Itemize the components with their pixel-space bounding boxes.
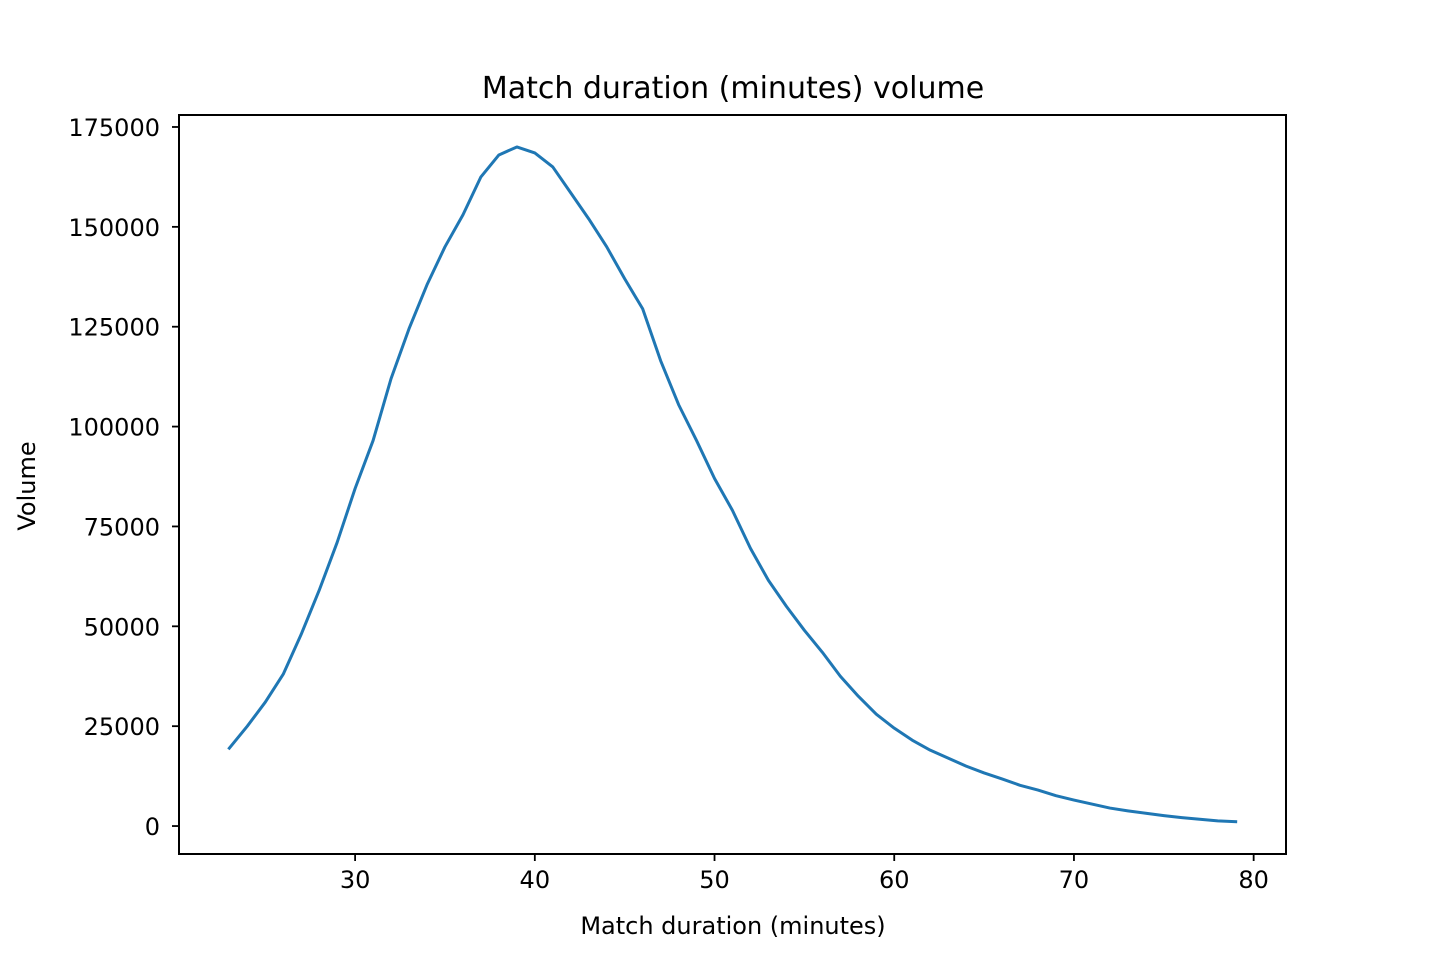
x-axis: 30 40 50 60 70 80 xyxy=(340,854,1269,894)
x-axis-label: Match duration (minutes) xyxy=(580,912,885,940)
series-line xyxy=(227,145,1238,824)
x-tick-label: 30 xyxy=(340,866,371,894)
y-tick-label: 100000 xyxy=(68,414,160,442)
x-tick-label: 40 xyxy=(520,866,551,894)
chart-title: Match duration (minutes) volume xyxy=(482,71,984,106)
plot-frame xyxy=(178,114,1287,855)
x-tick-label: 50 xyxy=(699,866,730,894)
y-axis-label: Volume xyxy=(13,441,41,530)
plot-area xyxy=(227,145,1238,824)
y-tick-label: 125000 xyxy=(68,314,160,342)
y-axis: 0 25000 50000 75000 100000 125000 150000 175000 xyxy=(68,114,179,841)
x-tick-label: 70 xyxy=(1059,866,1090,894)
x-tick-label: 60 xyxy=(879,866,910,894)
y-tick-label: 25000 xyxy=(84,713,160,741)
y-tick-label: 75000 xyxy=(84,513,160,541)
y-tick-label: 0 xyxy=(145,813,160,841)
y-tick-label: 175000 xyxy=(68,114,160,142)
y-tick-label: 50000 xyxy=(84,613,160,641)
x-tick-label: 80 xyxy=(1238,866,1269,894)
y-tick-label: 150000 xyxy=(68,214,160,242)
